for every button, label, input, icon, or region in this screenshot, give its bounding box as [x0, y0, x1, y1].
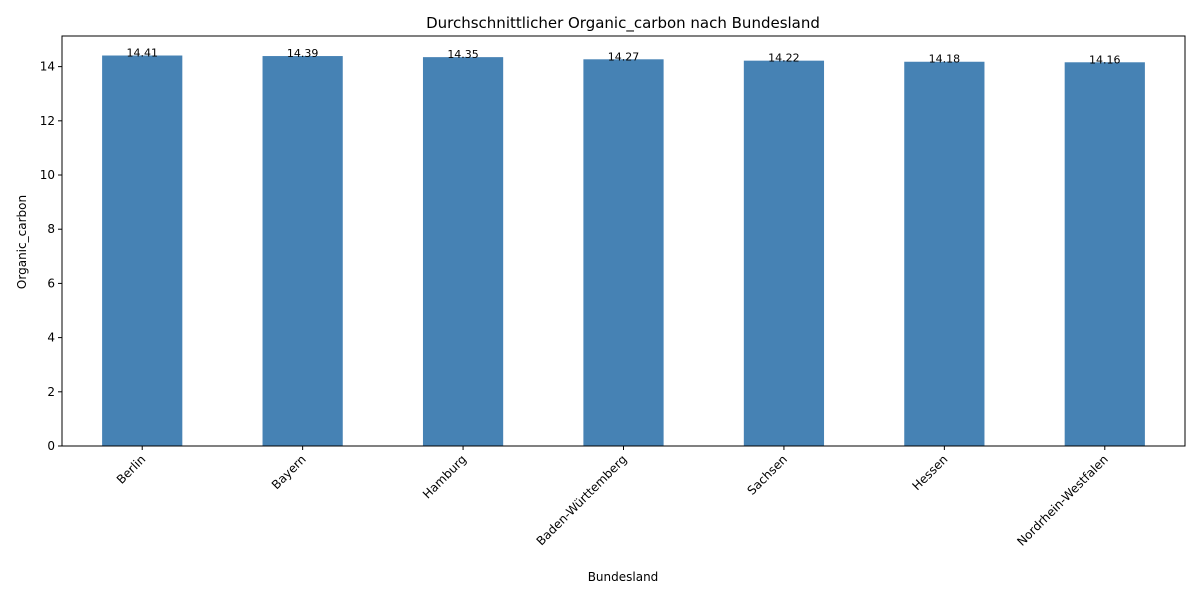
bar-sachsen — [743, 60, 825, 447]
bar-baden-württemberg — [583, 59, 664, 447]
x-tick-label: Hessen — [910, 452, 951, 493]
bar-berlin — [102, 55, 183, 447]
data-label: 14.39 — [287, 47, 319, 60]
bar-hamburg — [422, 57, 504, 447]
x-axis-label: Bundesland — [588, 570, 659, 584]
data-label: 14.41 — [126, 47, 158, 60]
x-tick-label: Hamburg — [420, 452, 469, 501]
data-label: 14.16 — [1089, 53, 1121, 66]
y-tick-label: 2 — [47, 385, 55, 399]
data-label: 14.18 — [929, 53, 961, 66]
y-tick-label: 12 — [40, 114, 55, 128]
data-label: 14.22 — [768, 52, 800, 65]
y-tick-label: 8 — [47, 222, 55, 236]
data-label: 14.35 — [447, 48, 479, 61]
x-tick-label: Berlin — [114, 452, 149, 487]
plot-area: 14.41 14.39 14.35 14.27 14.22 14.18 14.16 0 2 4 6 8… — [40, 35, 1186, 549]
bar-nordrhein-westfalen — [1064, 62, 1145, 447]
x-tick-label: Sachsen — [744, 452, 790, 498]
y-tick-label: 4 — [47, 331, 55, 345]
y-tick-label: 10 — [40, 168, 55, 182]
bar-hessen — [904, 61, 985, 446]
y-tick-label: 0 — [47, 439, 55, 453]
chart-title: Durchschnittlicher Organic_carbon nach B… — [426, 14, 820, 33]
y-tick-label: 14 — [40, 60, 55, 74]
y-axis-label: Organic_carbon — [15, 195, 29, 289]
x-tick-label: Baden-Württemberg — [534, 452, 630, 548]
x-tick-label: Nordrhein-Westfalen — [1014, 452, 1111, 549]
x-tick-label: Bayern — [269, 452, 309, 492]
bar-bayern — [262, 56, 343, 446]
y-tick-label: 6 — [47, 276, 55, 290]
data-label: 14.27 — [608, 50, 640, 63]
